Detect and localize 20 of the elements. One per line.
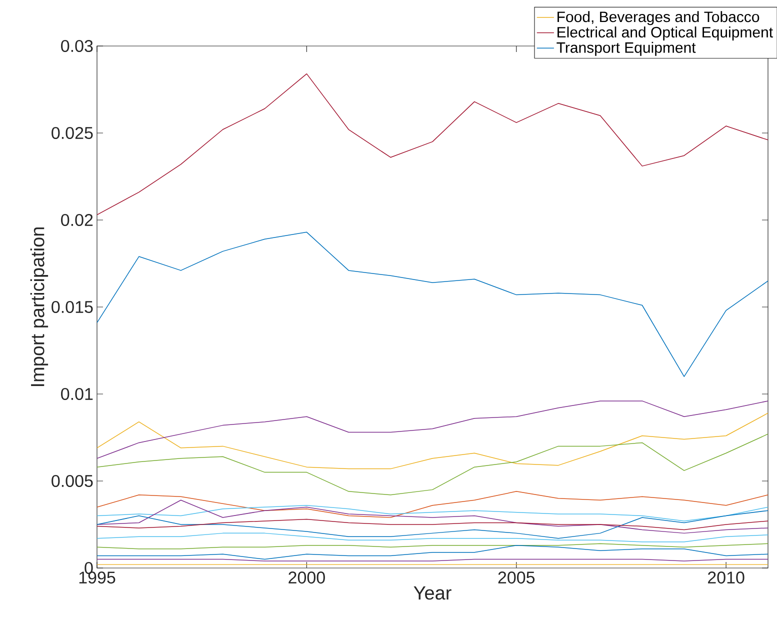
legend-label: Food, Beverages and Tobacco xyxy=(558,11,760,26)
y-tick-label: 0.03 xyxy=(61,40,93,52)
line-series xyxy=(97,510,768,539)
x-tick-label: 2005 xyxy=(498,572,535,584)
y-tick-label: 0.02 xyxy=(61,214,93,226)
y-tick-label: 0.01 xyxy=(61,388,93,400)
line-series xyxy=(97,434,768,496)
y-tick-label: 0.005 xyxy=(52,474,93,488)
x-tick-label: 2010 xyxy=(708,572,744,584)
line-series xyxy=(97,73,768,216)
y-tick-label: 0.025 xyxy=(52,126,93,140)
legend-label: Transport Equipment xyxy=(556,42,696,56)
y-axis-title: Import participation xyxy=(30,227,48,386)
legend-label: Electrical and Optical Equipment xyxy=(558,26,773,40)
x-tick-label: 2000 xyxy=(288,572,325,584)
x-axis-title: Year xyxy=(414,586,452,600)
y-tick-label: 0.015 xyxy=(52,300,93,314)
x-tick-label: 1995 xyxy=(79,572,116,584)
line-series xyxy=(97,232,768,377)
line-series xyxy=(97,500,768,534)
